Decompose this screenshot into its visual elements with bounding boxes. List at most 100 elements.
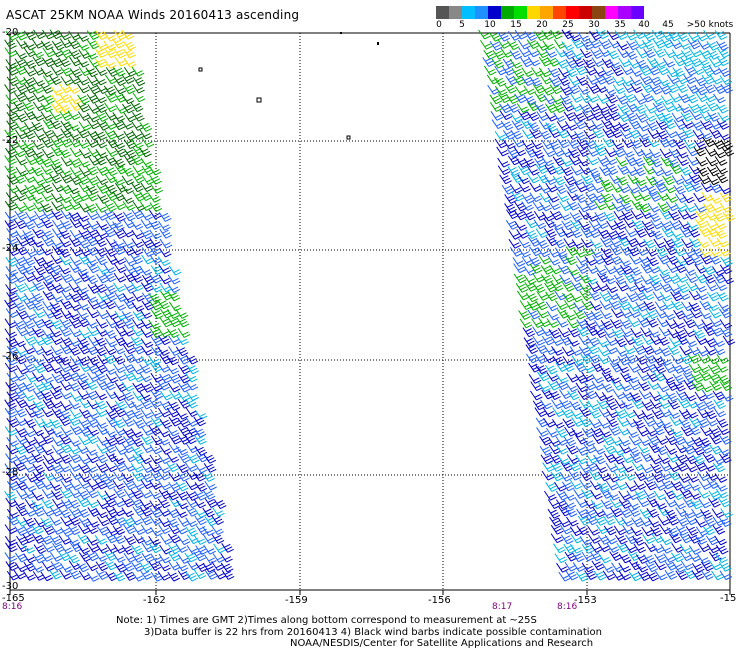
wind-barb bbox=[482, 57, 495, 67]
wind-barb bbox=[706, 227, 720, 238]
wind-barb bbox=[168, 434, 182, 445]
wind-barb bbox=[40, 218, 54, 229]
wind-barb bbox=[513, 146, 527, 157]
wind-barb bbox=[708, 551, 722, 562]
wind-barb bbox=[33, 256, 47, 267]
wind-barb bbox=[606, 220, 619, 231]
wind-barb bbox=[50, 345, 64, 356]
wind-barb bbox=[49, 173, 62, 184]
pass-time-label: 8:16 bbox=[557, 602, 578, 612]
wind-barb bbox=[94, 155, 107, 166]
wind-barb bbox=[707, 49, 720, 60]
legend-label: 40 bbox=[638, 20, 650, 30]
wind-barb bbox=[567, 139, 580, 149]
wind-barb bbox=[636, 121, 650, 132]
wind-barb bbox=[626, 428, 639, 438]
wind-barb bbox=[571, 417, 584, 427]
wind-barb bbox=[650, 526, 663, 537]
wind-barb bbox=[52, 498, 65, 509]
wind-barb bbox=[702, 461, 716, 472]
wind-barb bbox=[131, 238, 145, 248]
wind-barb bbox=[604, 534, 618, 545]
wind-barb bbox=[653, 238, 666, 249]
wind-barb bbox=[33, 29, 46, 40]
wind-barb bbox=[68, 318, 82, 329]
wind-barb bbox=[131, 121, 144, 131]
wind-barb bbox=[41, 138, 54, 148]
legend-swatch bbox=[605, 6, 618, 19]
wind-barb bbox=[675, 273, 689, 283]
wind-barb bbox=[688, 417, 702, 428]
wind-barb bbox=[548, 128, 561, 139]
wind-barb bbox=[554, 184, 567, 195]
legend-swatch bbox=[462, 6, 475, 19]
wind-barb bbox=[550, 281, 564, 292]
wind-barb bbox=[513, 263, 526, 274]
wind-barb bbox=[550, 336, 564, 346]
wind-barb bbox=[664, 245, 678, 256]
wind-barb bbox=[693, 202, 707, 213]
wind-barb bbox=[69, 194, 83, 204]
wind-barb bbox=[6, 515, 20, 526]
wind-barb bbox=[666, 452, 680, 463]
wind-barb bbox=[158, 264, 171, 274]
wind-barb bbox=[660, 95, 674, 105]
wind-barb bbox=[685, 408, 699, 419]
wind-barb bbox=[69, 94, 82, 105]
wind-barb bbox=[658, 137, 671, 148]
wind-barb bbox=[141, 345, 154, 356]
wind-barb bbox=[608, 374, 622, 384]
wind-barb bbox=[177, 398, 191, 409]
wind-barb bbox=[501, 65, 515, 76]
wind-barb bbox=[576, 139, 590, 150]
wind-barb bbox=[480, 39, 493, 50]
wind-barb bbox=[542, 147, 556, 158]
wind-barb bbox=[185, 517, 198, 528]
wind-barb bbox=[675, 570, 689, 581]
wind-barb bbox=[689, 499, 703, 510]
wind-barb bbox=[58, 416, 71, 427]
wind-barb bbox=[715, 481, 728, 492]
wind-barb bbox=[563, 499, 576, 509]
wind-barb bbox=[58, 103, 72, 114]
wind-barb bbox=[103, 497, 117, 508]
wind-barb bbox=[582, 111, 595, 121]
wind-barb bbox=[692, 319, 706, 330]
wind-barb bbox=[541, 470, 555, 481]
wind-barb bbox=[613, 525, 627, 536]
wind-barb bbox=[574, 193, 587, 204]
wind-barb bbox=[123, 371, 137, 382]
wind-barb bbox=[555, 444, 569, 455]
wind-barb bbox=[131, 471, 145, 482]
wind-barb bbox=[603, 264, 617, 275]
wind-barb bbox=[159, 282, 173, 293]
wind-barb bbox=[103, 443, 117, 454]
wind-barb bbox=[656, 191, 670, 202]
wind-barb bbox=[582, 245, 595, 256]
wind-barb bbox=[647, 380, 660, 391]
wind-barb bbox=[85, 524, 99, 535]
island bbox=[198, 67, 203, 72]
wind-barb bbox=[85, 191, 99, 202]
wind-barb bbox=[49, 535, 63, 546]
wind-barb bbox=[588, 418, 602, 429]
wind-barb bbox=[644, 354, 657, 364]
wind-barb bbox=[103, 365, 117, 375]
wind-barb bbox=[641, 401, 655, 411]
wind-barb bbox=[185, 380, 199, 391]
wind-barb bbox=[684, 337, 698, 348]
wind-barb bbox=[499, 103, 512, 114]
wind-barb bbox=[112, 130, 126, 141]
wind-barb bbox=[150, 309, 164, 320]
wind-barb bbox=[14, 427, 28, 438]
wind-barb bbox=[719, 202, 733, 213]
wind-barb bbox=[569, 93, 583, 103]
wind-barb bbox=[719, 435, 732, 445]
wind-barb bbox=[104, 129, 117, 140]
wind-barb bbox=[141, 254, 154, 265]
islands bbox=[198, 32, 379, 140]
wind-barb bbox=[131, 302, 145, 312]
wind-barb bbox=[104, 74, 118, 85]
wind-barb bbox=[566, 516, 579, 527]
wind-barb bbox=[691, 381, 704, 392]
